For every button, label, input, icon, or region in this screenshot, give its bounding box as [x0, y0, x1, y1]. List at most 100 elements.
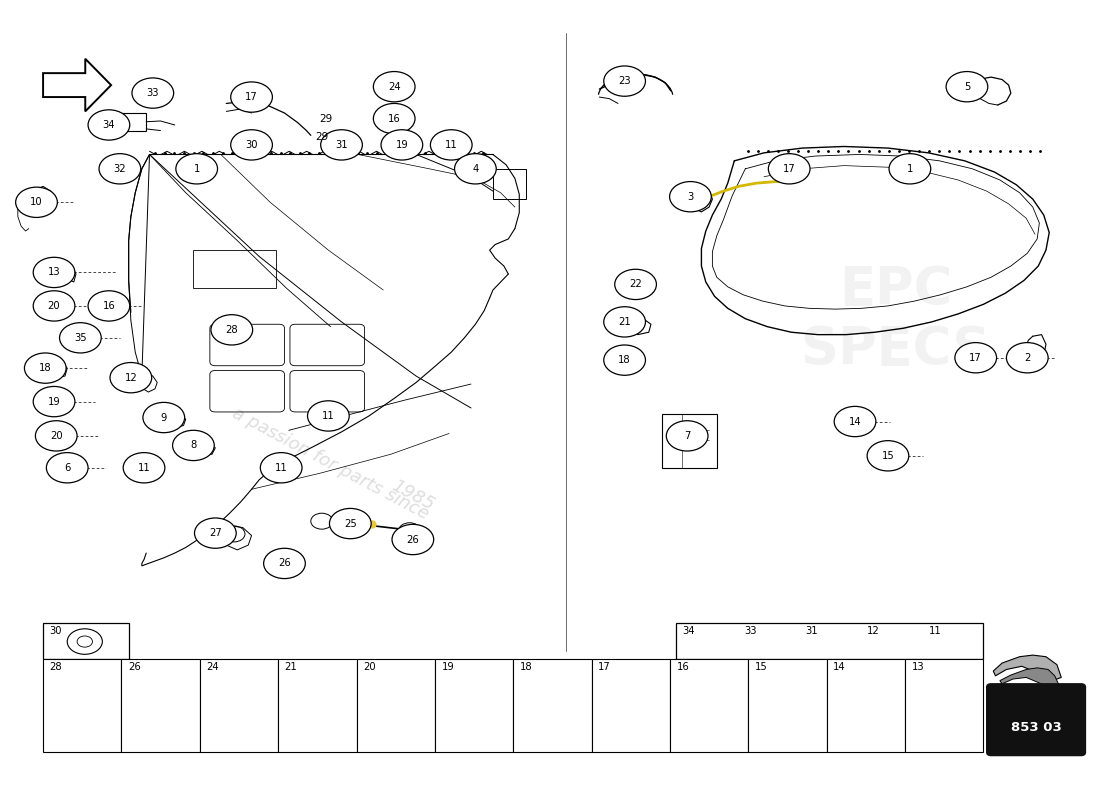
- Text: 17: 17: [969, 353, 982, 362]
- Circle shape: [670, 182, 712, 212]
- Circle shape: [264, 548, 306, 578]
- Text: 15: 15: [881, 451, 894, 461]
- Circle shape: [59, 322, 101, 353]
- Text: 7: 7: [684, 431, 691, 441]
- Text: 31: 31: [336, 140, 348, 150]
- Circle shape: [615, 270, 657, 299]
- Circle shape: [373, 71, 415, 102]
- Text: 11: 11: [322, 411, 334, 421]
- Text: 34: 34: [102, 120, 116, 130]
- Circle shape: [231, 82, 273, 112]
- Text: 15: 15: [755, 662, 768, 672]
- Text: 17: 17: [783, 164, 795, 174]
- Text: 23: 23: [618, 76, 631, 86]
- Text: 853 03: 853 03: [1011, 721, 1062, 734]
- Circle shape: [373, 103, 415, 134]
- Text: 16: 16: [676, 662, 690, 672]
- Circle shape: [33, 290, 75, 321]
- Circle shape: [321, 130, 362, 160]
- Text: 17: 17: [598, 662, 611, 672]
- Text: 1: 1: [194, 164, 200, 174]
- Circle shape: [88, 290, 130, 321]
- Text: 16: 16: [102, 301, 116, 311]
- Text: 24: 24: [388, 82, 400, 92]
- Circle shape: [867, 441, 909, 471]
- FancyBboxPatch shape: [827, 659, 905, 752]
- Text: 12: 12: [867, 626, 880, 637]
- Circle shape: [195, 518, 236, 548]
- Circle shape: [381, 130, 422, 160]
- Text: 4: 4: [472, 164, 478, 174]
- Text: 12: 12: [124, 373, 138, 382]
- Circle shape: [132, 78, 174, 108]
- Circle shape: [35, 421, 77, 451]
- Text: 14: 14: [834, 662, 846, 672]
- Text: 20: 20: [50, 431, 63, 441]
- Circle shape: [15, 187, 57, 218]
- Text: 19: 19: [441, 662, 454, 672]
- Circle shape: [889, 154, 931, 184]
- Circle shape: [454, 154, 496, 184]
- Circle shape: [46, 453, 88, 483]
- Text: 33: 33: [745, 626, 757, 637]
- Circle shape: [604, 306, 646, 337]
- Text: 10: 10: [30, 198, 43, 207]
- Text: 19: 19: [47, 397, 60, 406]
- Text: 16: 16: [388, 114, 400, 123]
- Text: 6: 6: [64, 462, 70, 473]
- Text: 31: 31: [805, 626, 818, 637]
- Text: 9: 9: [161, 413, 167, 422]
- FancyBboxPatch shape: [43, 659, 121, 752]
- FancyBboxPatch shape: [200, 659, 278, 752]
- Circle shape: [231, 130, 273, 160]
- Text: 5: 5: [964, 82, 970, 92]
- Circle shape: [834, 406, 876, 437]
- FancyBboxPatch shape: [43, 623, 129, 659]
- Circle shape: [33, 258, 75, 287]
- Circle shape: [261, 453, 302, 483]
- Text: 26: 26: [407, 534, 419, 545]
- Text: 1: 1: [906, 164, 913, 174]
- Text: 2: 2: [1024, 353, 1031, 362]
- FancyBboxPatch shape: [278, 659, 356, 752]
- Text: 28: 28: [226, 325, 238, 335]
- Text: 20: 20: [47, 301, 60, 311]
- Circle shape: [110, 362, 152, 393]
- Text: 11: 11: [138, 462, 151, 473]
- Text: 1985: 1985: [388, 477, 438, 514]
- Circle shape: [330, 509, 371, 538]
- FancyBboxPatch shape: [592, 659, 670, 752]
- Text: 25: 25: [344, 518, 356, 529]
- Text: 30: 30: [50, 626, 63, 637]
- Circle shape: [955, 342, 997, 373]
- Text: 22: 22: [629, 279, 642, 290]
- Circle shape: [211, 314, 253, 345]
- Circle shape: [143, 402, 185, 433]
- Circle shape: [176, 154, 218, 184]
- Circle shape: [430, 130, 472, 160]
- Text: EPC
SPECS: EPC SPECS: [801, 264, 991, 376]
- Text: 21: 21: [285, 662, 297, 672]
- Text: 21: 21: [618, 317, 631, 327]
- FancyBboxPatch shape: [905, 659, 983, 752]
- Text: 19: 19: [396, 140, 408, 150]
- FancyBboxPatch shape: [670, 659, 748, 752]
- Text: 30: 30: [245, 140, 257, 150]
- FancyBboxPatch shape: [748, 659, 827, 752]
- Text: 11: 11: [444, 140, 458, 150]
- Text: a passion for parts since: a passion for parts since: [229, 404, 432, 523]
- FancyBboxPatch shape: [121, 659, 200, 752]
- Text: 17: 17: [245, 92, 257, 102]
- Circle shape: [123, 453, 165, 483]
- Circle shape: [392, 524, 433, 554]
- Circle shape: [1006, 342, 1048, 373]
- Text: 18: 18: [520, 662, 532, 672]
- FancyBboxPatch shape: [676, 623, 983, 659]
- Text: 32: 32: [113, 164, 127, 174]
- Text: 29: 29: [316, 132, 329, 142]
- Circle shape: [667, 421, 708, 451]
- Circle shape: [604, 345, 646, 375]
- Text: 13: 13: [47, 267, 60, 278]
- FancyBboxPatch shape: [434, 659, 514, 752]
- Text: 11: 11: [275, 462, 287, 473]
